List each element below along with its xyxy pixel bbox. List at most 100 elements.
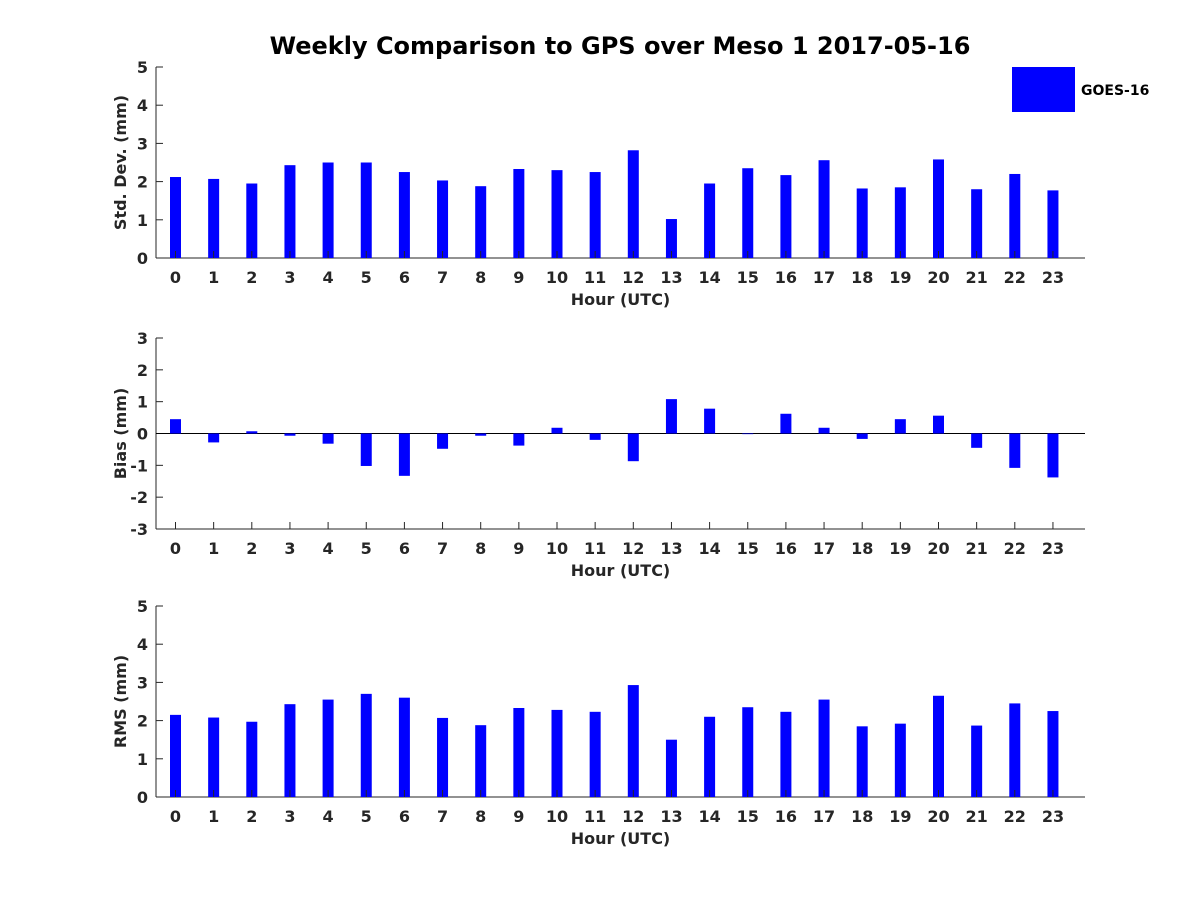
x-tick-label: 14 xyxy=(698,539,720,558)
x-axis-label: Hour (UTC) xyxy=(571,829,671,848)
bar-hour-1 xyxy=(208,717,220,797)
y-tick-label: 1 xyxy=(137,211,148,230)
bar-hour-7 xyxy=(437,717,449,797)
x-tick-label: 4 xyxy=(323,268,334,287)
x-tick-label: 15 xyxy=(737,268,759,287)
x-tick-label: 0 xyxy=(170,807,181,826)
x-tick-label: 14 xyxy=(698,268,720,287)
bar-hour-5 xyxy=(360,162,372,258)
legend-label: GOES-16 xyxy=(1081,83,1149,99)
bar-hour-7 xyxy=(437,180,449,258)
x-tick-label: 18 xyxy=(851,268,873,287)
x-tick-label: 17 xyxy=(813,539,835,558)
x-tick-label: 9 xyxy=(513,539,524,558)
bar-hour-18 xyxy=(856,726,868,797)
bar-hour-13 xyxy=(665,219,677,258)
x-tick-label: 1 xyxy=(208,268,219,287)
x-tick-label: 15 xyxy=(737,807,759,826)
x-tick-label: 5 xyxy=(361,268,372,287)
x-tick-label: 13 xyxy=(660,268,682,287)
bar-hour-14 xyxy=(704,408,716,434)
x-tick-label: 15 xyxy=(737,539,759,558)
y-axis-label: RMS (mm) xyxy=(111,655,130,748)
x-tick-label: 10 xyxy=(546,539,568,558)
bar-hour-17 xyxy=(818,427,830,434)
x-tick-label: 18 xyxy=(851,807,873,826)
x-tick-label: 19 xyxy=(889,268,911,287)
bar-hour-3 xyxy=(284,433,296,436)
y-axis-label: Std. Dev. (mm) xyxy=(111,95,130,230)
bar-hour-20 xyxy=(933,695,944,797)
x-tick-label: 6 xyxy=(399,539,410,558)
bar-hour-10 xyxy=(551,427,563,434)
y-tick-label: 3 xyxy=(137,329,148,348)
bar-hour-18 xyxy=(856,433,868,439)
x-tick-label: 9 xyxy=(513,268,524,287)
x-tick-label: 7 xyxy=(437,807,448,826)
x-tick-label: 5 xyxy=(361,807,372,826)
x-tick-label: 20 xyxy=(927,539,949,558)
bar-hour-19 xyxy=(894,723,906,797)
bar-hour-6 xyxy=(398,433,410,476)
y-tick-label: 4 xyxy=(137,635,148,654)
x-tick-label: 17 xyxy=(813,268,835,287)
y-tick-label: 5 xyxy=(137,58,148,77)
bar-hour-18 xyxy=(856,188,868,258)
y-tick-label: 5 xyxy=(137,597,148,616)
bar-hour-15 xyxy=(742,168,754,258)
y-tick-label: 1 xyxy=(137,393,148,412)
x-tick-label: 12 xyxy=(622,268,644,287)
bar-hour-11 xyxy=(589,433,601,440)
x-tick-label: 21 xyxy=(966,539,988,558)
bar-hour-3 xyxy=(284,704,296,797)
y-tick-label: 3 xyxy=(137,673,148,692)
bar-hour-16 xyxy=(780,413,792,434)
x-tick-label: 11 xyxy=(584,268,606,287)
x-tick-label: 14 xyxy=(698,807,720,826)
bar-hour-1 xyxy=(208,178,220,258)
bar-hour-20 xyxy=(933,159,944,258)
x-tick-label: 23 xyxy=(1042,539,1064,558)
bar-hour-11 xyxy=(589,711,601,797)
bar-hour-11 xyxy=(589,172,601,258)
bar-hour-4 xyxy=(322,162,334,258)
bar-hour-21 xyxy=(971,189,983,258)
bar-hour-5 xyxy=(360,433,372,466)
bar-hour-2 xyxy=(246,183,258,258)
y-tick-label: 4 xyxy=(137,96,148,115)
x-tick-label: 19 xyxy=(889,539,911,558)
x-tick-label: 11 xyxy=(584,807,606,826)
x-tick-label: 13 xyxy=(660,807,682,826)
bar-hour-3 xyxy=(284,165,296,258)
x-tick-label: 0 xyxy=(170,268,181,287)
bar-hour-20 xyxy=(933,415,944,434)
bar-hour-2 xyxy=(246,431,258,434)
x-tick-label: 1 xyxy=(208,539,219,558)
bar-hour-23 xyxy=(1047,190,1059,258)
x-tick-label: 4 xyxy=(323,807,334,826)
bar-hour-23 xyxy=(1047,433,1059,478)
bar-hour-23 xyxy=(1047,711,1059,797)
bar-hour-4 xyxy=(322,433,334,444)
y-tick-label: 2 xyxy=(137,173,148,192)
bar-hour-22 xyxy=(1009,433,1021,468)
x-tick-label: 8 xyxy=(475,268,486,287)
y-tick-label: 0 xyxy=(137,425,148,444)
bar-hour-21 xyxy=(971,433,983,448)
bar-hour-19 xyxy=(894,187,906,258)
bar-hour-14 xyxy=(704,716,716,797)
bar-hour-8 xyxy=(475,186,487,258)
bar-hour-9 xyxy=(513,433,525,446)
bar-hour-12 xyxy=(627,433,639,462)
x-tick-label: 18 xyxy=(851,539,873,558)
x-tick-label: 20 xyxy=(927,268,949,287)
bar-hour-14 xyxy=(704,183,716,258)
x-tick-label: 22 xyxy=(1004,807,1026,826)
bar-hour-4 xyxy=(322,699,334,797)
bar-hour-9 xyxy=(513,707,525,797)
bar-hour-22 xyxy=(1009,173,1021,258)
x-tick-label: 23 xyxy=(1042,268,1064,287)
bar-hour-7 xyxy=(437,433,449,449)
bar-hour-15 xyxy=(742,707,754,797)
